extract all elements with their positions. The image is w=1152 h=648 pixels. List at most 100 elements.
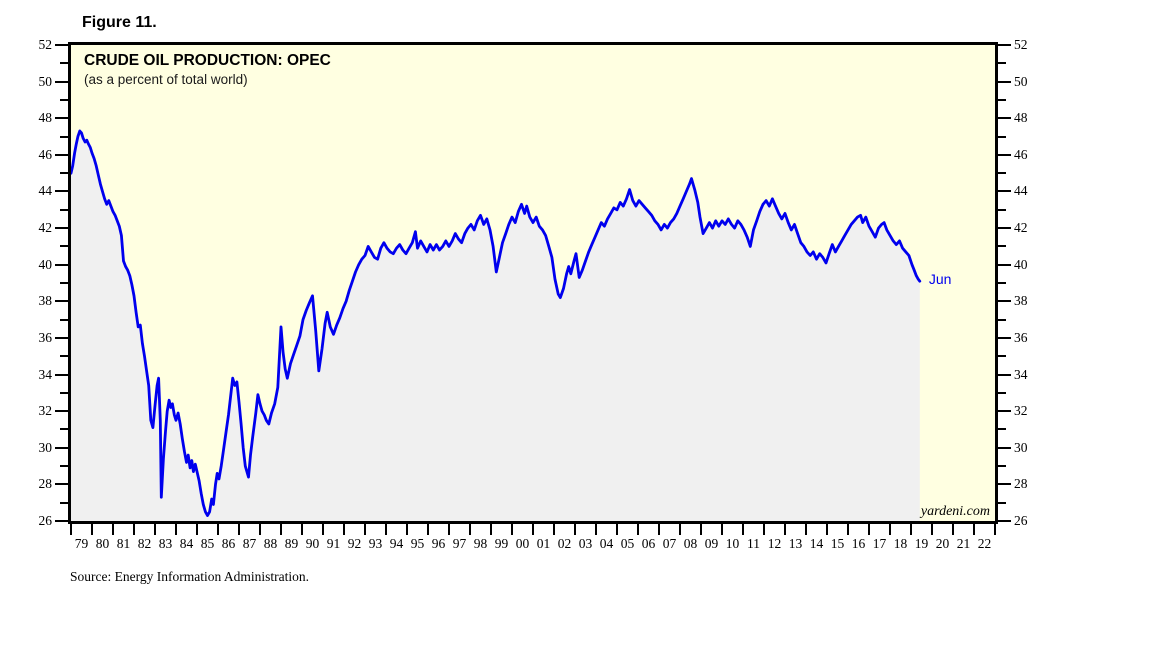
y-axis-tick bbox=[998, 483, 1011, 486]
x-axis-label: 91 bbox=[326, 536, 341, 551]
source-note: Source: Energy Information Administratio… bbox=[70, 569, 309, 584]
y-axis-tick bbox=[998, 336, 1011, 339]
x-axis-label: 10 bbox=[725, 536, 740, 551]
x-axis-tick bbox=[133, 524, 135, 535]
y-axis-label: 40 bbox=[1014, 256, 1028, 272]
x-axis-tick bbox=[721, 524, 723, 535]
x-axis-label: 99 bbox=[494, 536, 509, 551]
y-axis-label: 42 bbox=[1014, 220, 1028, 236]
y-axis-label: 42 bbox=[38, 220, 53, 236]
x-axis-tick bbox=[280, 524, 282, 535]
y-axis-label: 26 bbox=[38, 513, 53, 528]
y-axis-tick bbox=[998, 428, 1006, 431]
x-axis-tick bbox=[511, 524, 513, 535]
x-axis-tick bbox=[553, 524, 555, 535]
y-axis-tick bbox=[55, 117, 68, 120]
y-axis-tick bbox=[998, 501, 1006, 504]
y-axis-tick bbox=[998, 373, 1011, 376]
x-axis-tick bbox=[868, 524, 870, 535]
x-axis-label: 90 bbox=[305, 536, 320, 551]
x-axis-tick bbox=[784, 524, 786, 535]
x-axis-label: 93 bbox=[368, 536, 383, 551]
y-axis-tick bbox=[998, 227, 1011, 230]
x-axis-label: 11 bbox=[747, 536, 760, 551]
x-axis-label: 88 bbox=[263, 536, 278, 551]
x-axis-label: 03 bbox=[578, 536, 593, 551]
y-axis-label: 34 bbox=[38, 366, 53, 382]
x-axis-label: 01 bbox=[536, 536, 551, 551]
x-axis-tick bbox=[574, 524, 576, 535]
y-axis-tick bbox=[998, 391, 1006, 394]
y-axis-label: 38 bbox=[38, 293, 53, 309]
x-axis-tick bbox=[658, 524, 660, 535]
y-axis-tick bbox=[998, 520, 1011, 522]
last-point-label: Jun bbox=[928, 271, 952, 288]
y-axis-label: 38 bbox=[1014, 293, 1028, 309]
y-axis-label: 46 bbox=[1014, 146, 1028, 162]
x-axis-tick bbox=[91, 524, 93, 535]
x-axis-label: 85 bbox=[200, 536, 215, 551]
y-axis-tick bbox=[55, 410, 68, 413]
x-axis-tick bbox=[427, 524, 429, 535]
x-axis-label: 14 bbox=[809, 536, 824, 551]
y-axis-label: 26 bbox=[1014, 513, 1028, 528]
y-axis-tick bbox=[55, 520, 68, 522]
y-axis-label: 30 bbox=[1014, 439, 1028, 455]
x-axis-label: 20 bbox=[935, 536, 950, 551]
y-axis-tick bbox=[998, 410, 1011, 413]
x-axis-tick bbox=[112, 524, 114, 535]
y-axis-label: 52 bbox=[1014, 37, 1028, 52]
y-axis-tick bbox=[60, 245, 68, 248]
y-axis-label: 48 bbox=[1014, 110, 1028, 126]
y-axis-tick bbox=[998, 245, 1006, 248]
y-axis-tick bbox=[55, 373, 68, 376]
x-axis-label: 95 bbox=[410, 536, 425, 551]
figure-label: Figure 11. bbox=[82, 14, 157, 31]
x-axis-label: 21 bbox=[956, 536, 971, 551]
y-axis-tick bbox=[998, 80, 1011, 83]
y-axis-tick bbox=[60, 172, 68, 175]
y-axis-tick bbox=[998, 446, 1011, 449]
y-axis-tick bbox=[998, 318, 1006, 321]
x-axis-tick bbox=[490, 524, 492, 535]
x-axis-tick bbox=[595, 524, 597, 535]
y-axis-tick bbox=[60, 428, 68, 431]
y-axis-tick bbox=[60, 98, 68, 101]
x-axis-tick bbox=[742, 524, 744, 535]
x-axis-label: 81 bbox=[116, 536, 131, 551]
x-axis-label: 18 bbox=[893, 536, 908, 551]
x-axis-tick bbox=[217, 524, 219, 535]
x-axis-label: 96 bbox=[431, 536, 446, 551]
x-axis-label: 12 bbox=[767, 536, 782, 551]
x-axis-label: 83 bbox=[158, 536, 173, 551]
y-axis-tick bbox=[55, 446, 68, 449]
y-axis-tick bbox=[998, 62, 1006, 65]
x-axis-label: 04 bbox=[599, 536, 614, 551]
y-axis-tick bbox=[55, 80, 68, 83]
y-axis-tick bbox=[60, 391, 68, 394]
y-axis-tick bbox=[998, 153, 1011, 156]
y-axis-tick bbox=[60, 465, 68, 468]
x-axis-tick bbox=[238, 524, 240, 535]
x-axis-tick bbox=[889, 524, 891, 535]
x-axis-tick bbox=[175, 524, 177, 535]
x-axis-tick bbox=[385, 524, 387, 535]
x-axis-tick bbox=[826, 524, 828, 535]
series-area bbox=[71, 131, 920, 521]
y-axis-label: 50 bbox=[1014, 73, 1028, 89]
x-axis-label: 15 bbox=[830, 536, 845, 551]
y-axis-tick bbox=[55, 336, 68, 339]
x-axis-label: 02 bbox=[557, 536, 572, 551]
x-axis-label: 05 bbox=[620, 536, 635, 551]
y-axis-tick bbox=[998, 135, 1006, 138]
x-axis-label: 07 bbox=[662, 536, 677, 551]
y-axis-tick bbox=[55, 300, 68, 303]
x-axis-tick bbox=[973, 524, 975, 535]
x-axis-tick bbox=[931, 524, 933, 535]
x-axis-tick bbox=[847, 524, 849, 535]
y-axis-label: 50 bbox=[38, 73, 53, 89]
x-axis-label: 22 bbox=[977, 536, 992, 551]
y-axis-label: 40 bbox=[38, 256, 53, 272]
y-axis-tick bbox=[60, 208, 68, 211]
